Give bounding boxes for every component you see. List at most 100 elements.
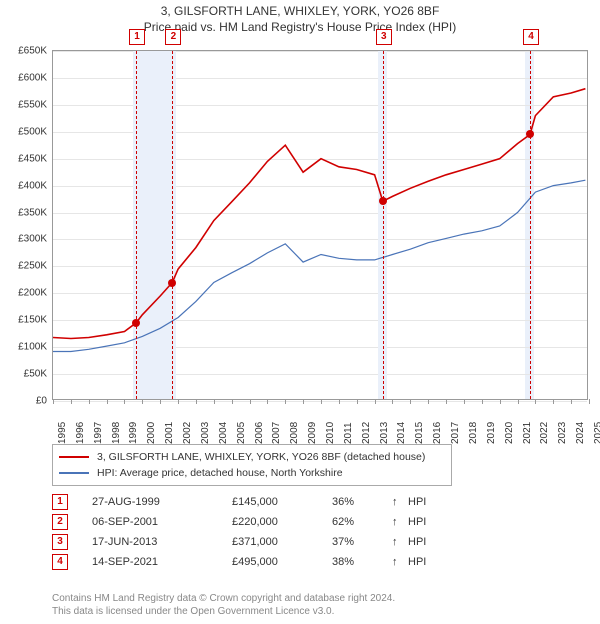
data-marker xyxy=(132,319,140,327)
x-tick-mark xyxy=(89,399,90,404)
series-line-property xyxy=(53,89,585,339)
legend-label-property: 3, GILSFORTH LANE, WHIXLEY, YORK, YO26 8… xyxy=(97,451,425,463)
x-axis-label: 2003 xyxy=(200,424,211,444)
table-row: 2 06-SEP-2001 £220,000 62% ↑ HPI xyxy=(52,512,438,532)
tx-date: 06-SEP-2001 xyxy=(92,516,232,528)
chart-container: 3, GILSFORTH LANE, WHIXLEY, YORK, YO26 8… xyxy=(0,4,600,624)
x-axis-label: 2019 xyxy=(486,424,497,444)
x-tick-mark xyxy=(553,399,554,404)
x-axis-label: 2018 xyxy=(468,424,479,444)
x-tick-mark xyxy=(392,399,393,404)
x-axis-label: 2006 xyxy=(254,424,265,444)
x-axis-label: 1997 xyxy=(93,424,104,444)
chart-title: 3, GILSFORTH LANE, WHIXLEY, YORK, YO26 8… xyxy=(0,4,600,18)
y-axis-label: £200K xyxy=(3,288,47,299)
footer-line-1: Contains HM Land Registry data © Crown c… xyxy=(52,592,395,605)
table-row: 4 14-SEP-2021 £495,000 38% ↑ HPI xyxy=(52,552,438,572)
x-tick-mark xyxy=(535,399,536,404)
tx-pct: 36% xyxy=(332,496,392,508)
y-axis-label: £600K xyxy=(3,72,47,83)
y-axis-label: £450K xyxy=(3,153,47,164)
tx-flag: 2 xyxy=(52,514,68,530)
x-axis-label: 2009 xyxy=(307,424,318,444)
x-tick-mark xyxy=(232,399,233,404)
data-marker xyxy=(379,197,387,205)
y-axis-label: £250K xyxy=(3,261,47,272)
x-tick-mark xyxy=(446,399,447,404)
x-tick-mark xyxy=(428,399,429,404)
x-tick-mark xyxy=(357,399,358,404)
tx-tag: HPI xyxy=(408,496,438,508)
x-tick-mark xyxy=(71,399,72,404)
x-axis-label: 2014 xyxy=(396,424,407,444)
up-arrow-icon: ↑ xyxy=(392,536,408,548)
y-axis-label: £500K xyxy=(3,126,47,137)
tx-pct: 38% xyxy=(332,556,392,568)
x-axis-label: 2005 xyxy=(236,424,247,444)
x-tick-mark xyxy=(178,399,179,404)
legend-item-property: 3, GILSFORTH LANE, WHIXLEY, YORK, YO26 8… xyxy=(59,449,445,465)
x-axis-label: 2010 xyxy=(325,424,336,444)
x-tick-mark xyxy=(410,399,411,404)
tx-tag: HPI xyxy=(408,536,438,548)
tx-tag: HPI xyxy=(408,516,438,528)
event-line xyxy=(172,51,173,399)
x-tick-mark xyxy=(339,399,340,404)
y-axis-label: £650K xyxy=(3,46,47,57)
chart-subtitle: Price paid vs. HM Land Registry's House … xyxy=(0,20,600,34)
transactions-table: 1 27-AUG-1999 £145,000 36% ↑ HPI 2 06-SE… xyxy=(52,492,438,572)
x-tick-mark xyxy=(124,399,125,404)
y-axis-label: £550K xyxy=(3,99,47,110)
tx-pct: 37% xyxy=(332,536,392,548)
tx-price: £220,000 xyxy=(232,516,332,528)
tx-date: 14-SEP-2021 xyxy=(92,556,232,568)
y-axis-label: £350K xyxy=(3,207,47,218)
x-tick-mark xyxy=(107,399,108,404)
up-arrow-icon: ↑ xyxy=(392,496,408,508)
tx-date: 27-AUG-1999 xyxy=(92,496,232,508)
tx-flag: 1 xyxy=(52,494,68,510)
grid-line xyxy=(53,401,587,402)
legend-item-hpi: HPI: Average price, detached house, Nort… xyxy=(59,465,445,481)
data-marker xyxy=(168,279,176,287)
event-flag: 2 xyxy=(165,29,181,45)
chart-lines-svg xyxy=(53,51,589,401)
x-axis-label: 2021 xyxy=(522,424,533,444)
x-axis-label: 2022 xyxy=(539,424,550,444)
x-axis-label: 1998 xyxy=(111,424,122,444)
event-line xyxy=(530,51,531,399)
table-row: 3 17-JUN-2013 £371,000 37% ↑ HPI xyxy=(52,532,438,552)
table-row: 1 27-AUG-1999 £145,000 36% ↑ HPI xyxy=(52,492,438,512)
x-axis-label: 2020 xyxy=(504,424,515,444)
x-axis-label: 2017 xyxy=(450,424,461,444)
x-tick-mark xyxy=(375,399,376,404)
x-tick-mark xyxy=(500,399,501,404)
tx-pct: 62% xyxy=(332,516,392,528)
footer-attribution: Contains HM Land Registry data © Crown c… xyxy=(52,592,395,618)
footer-line-2: This data is licensed under the Open Gov… xyxy=(52,605,395,618)
x-tick-mark xyxy=(571,399,572,404)
x-tick-mark xyxy=(142,399,143,404)
x-tick-mark xyxy=(267,399,268,404)
event-line xyxy=(383,51,384,399)
y-axis-label: £100K xyxy=(3,342,47,353)
x-axis-label: 2004 xyxy=(218,424,229,444)
x-tick-mark xyxy=(53,399,54,404)
x-axis-label: 2024 xyxy=(575,424,586,444)
x-axis-label: 2013 xyxy=(379,424,390,444)
event-flag: 3 xyxy=(376,29,392,45)
tx-price: £145,000 xyxy=(232,496,332,508)
x-tick-mark xyxy=(196,399,197,404)
x-axis-label: 2002 xyxy=(182,424,193,444)
y-axis-label: £0 xyxy=(3,396,47,407)
x-axis-label: 2008 xyxy=(289,424,300,444)
x-axis-label: 2011 xyxy=(343,424,354,444)
x-axis-label: 2016 xyxy=(432,424,443,444)
x-axis-label: 1999 xyxy=(128,424,139,444)
x-tick-mark xyxy=(464,399,465,404)
x-axis-label: 2023 xyxy=(557,424,568,444)
x-axis-label: 2015 xyxy=(414,424,425,444)
x-axis-label: 2025 xyxy=(593,424,600,444)
tx-tag: HPI xyxy=(408,556,438,568)
tx-price: £495,000 xyxy=(232,556,332,568)
